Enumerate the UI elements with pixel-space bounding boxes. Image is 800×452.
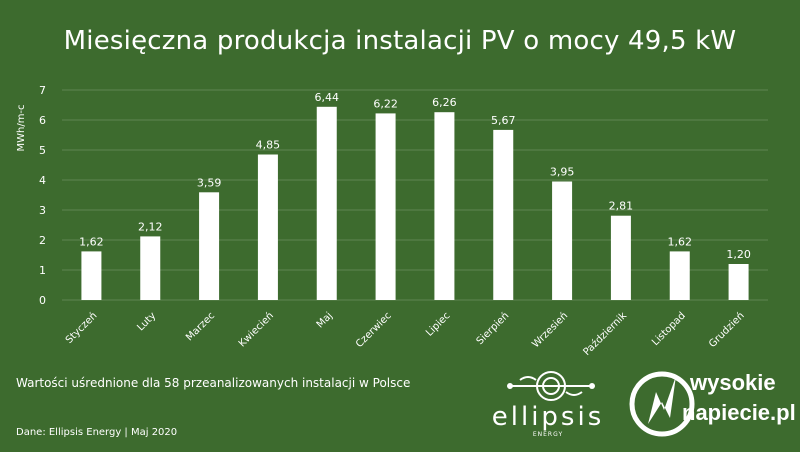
ellipsis-subtitle: ENERGY	[532, 431, 564, 438]
y-tick-label: 5	[39, 144, 46, 157]
ellipsis-wordmark: ellipsis	[491, 402, 605, 432]
ellipsis-energy-logo: ellipsis ENERGY	[476, 368, 626, 438]
bar	[81, 251, 102, 300]
x-tick-label: Czerwiec	[354, 310, 394, 350]
x-tick-label: Maj	[315, 310, 335, 330]
x-tick-label: Październik	[581, 309, 629, 357]
x-tick-label: Marzec	[184, 310, 217, 343]
y-tick-label: 4	[39, 174, 46, 187]
data-label: 1,62	[79, 235, 104, 248]
bar	[610, 215, 631, 300]
data-label: 6,26	[432, 96, 457, 109]
bar	[316, 106, 337, 300]
source-note: Dane: Ellipsis Energy | Maj 2020	[16, 427, 178, 438]
y-tick-label: 7	[39, 84, 46, 97]
y-tick-label: 2	[39, 234, 46, 247]
y-tick-label: 6	[39, 114, 46, 127]
y-tick-label: 0	[39, 294, 46, 307]
x-tick-label: Sierpień	[474, 310, 511, 347]
data-label: 3,95	[550, 166, 575, 179]
data-label: 6,44	[315, 91, 340, 104]
x-tick-label: Luty	[135, 310, 158, 333]
data-label: 1,20	[726, 248, 751, 261]
ellipsis-emblem-icon	[507, 371, 595, 401]
bar	[140, 236, 161, 300]
x-tick-label: Grudzień	[706, 310, 746, 350]
y-tick-label: 1	[39, 264, 46, 277]
wn-line2: napiecie.pl	[682, 400, 796, 425]
y-axis-label: MWh/m-c	[16, 104, 27, 151]
x-tick-label: Wrzesień	[530, 310, 571, 351]
bar	[375, 113, 396, 301]
x-tick-label: Styczeń	[63, 310, 99, 346]
lightning-circle-icon	[629, 371, 695, 437]
x-tick-label: Lipiec	[424, 310, 452, 338]
bar	[669, 251, 690, 300]
x-tick-label: Listopad	[650, 310, 688, 348]
data-label: 1,62	[668, 235, 693, 248]
data-label: 6,22	[373, 97, 398, 110]
bar	[728, 264, 749, 300]
chart-title: Miesięczna produkcja instalacji PV o moc…	[63, 26, 737, 56]
bar	[493, 129, 514, 300]
wysokie-napiecie-logo: wysokie napiecie.pl	[626, 362, 796, 444]
y-tick-label: 3	[39, 204, 46, 217]
data-label: 3,59	[197, 176, 222, 189]
data-label: 5,67	[491, 114, 516, 127]
footnote: Wartości uśrednione dla 58 przeanalizowa…	[16, 376, 411, 390]
data-label: 2,12	[138, 220, 163, 233]
bar	[434, 112, 455, 300]
bar	[552, 181, 573, 300]
bar	[257, 154, 278, 300]
wn-line1: wysokie	[690, 370, 776, 395]
bar	[199, 192, 220, 300]
data-label: 4,85	[256, 139, 281, 152]
data-label: 2,81	[609, 200, 634, 213]
x-tick-label: Kwiecień	[236, 310, 276, 350]
